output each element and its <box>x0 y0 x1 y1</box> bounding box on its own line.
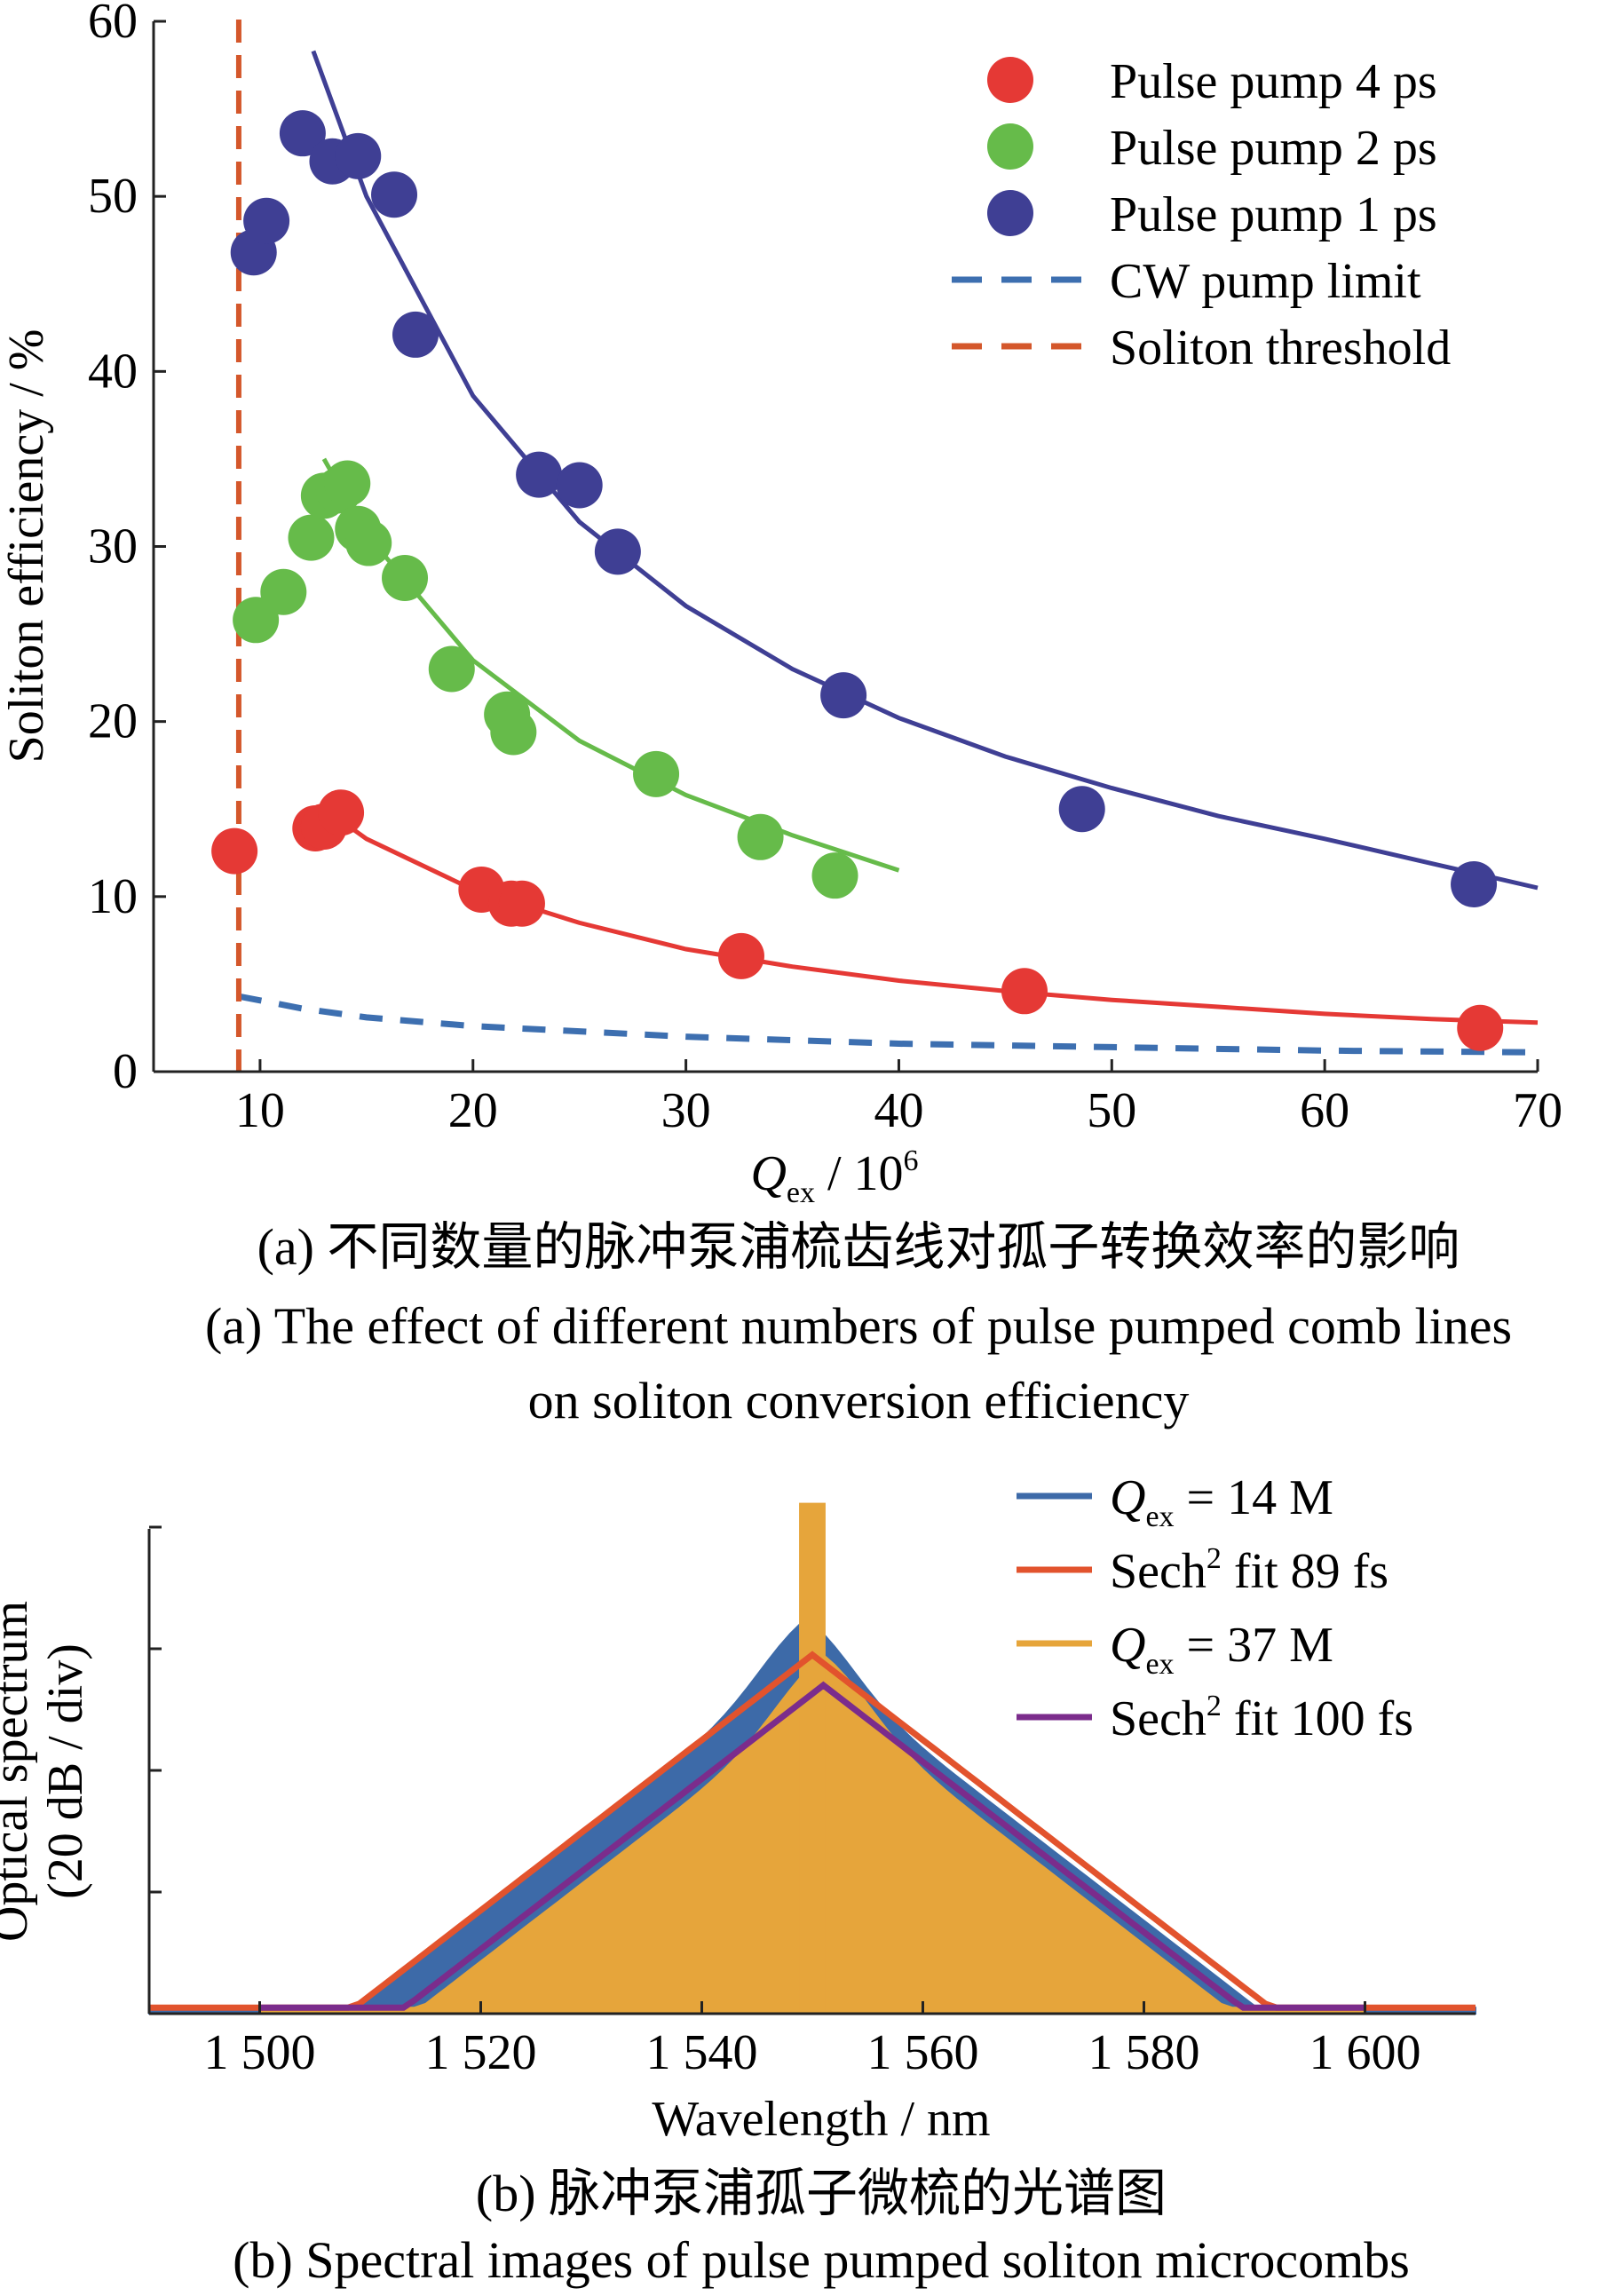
panel-a-plot-area <box>211 20 1539 1072</box>
panel-a-pulse-pump-4-ps-point-7 <box>717 932 764 979</box>
panel-a-pulse-pump-2-ps-fit-curve <box>321 457 900 873</box>
panel-a-pulse-pump-1-ps-point-5 <box>371 171 418 218</box>
legend-b-label-2: Qex = 37 M <box>1110 1618 1333 1681</box>
panel-a-pulse-pump-2-ps-point-9 <box>428 645 475 693</box>
panel-a-pulse-pump-1-ps-point-6 <box>392 311 439 358</box>
panel-a-caption-en-line1: (a) The effect of different numbers of p… <box>205 1297 1512 1355</box>
panel-b-pump-line <box>799 1502 826 2014</box>
panel-a-pulse-pump-4-ps-point-8 <box>1001 968 1048 1015</box>
panel-a-x-tick-label-30: 30 <box>661 1083 711 1138</box>
panel-a-x-axis-label: Qex / 106 <box>750 1144 918 1209</box>
panel-b-chart: 1 500 1 520 1 540 1 560 1 580 1 600 Optical s… <box>0 1470 1476 2289</box>
panel-a-pulse-pump-4-ps-point-3 <box>318 789 365 836</box>
panel-b-y-axis-label-line1: Optical spectrum <box>0 1601 38 1942</box>
legend-a-label-pulse-pump-4-ps: Pulse pump 4 ps <box>1110 54 1437 109</box>
panel-a-pulse-pump-2-ps-point-14 <box>811 852 858 899</box>
legend-a-label-cw-pump-limit: CW pump limit <box>1110 254 1421 309</box>
legend-b-label-0: Qex = 14 M <box>1110 1470 1333 1533</box>
panel-b-x-tick-label-1600: 1 600 <box>1309 2025 1421 2080</box>
panel-a-x-tick-label-10: 10 <box>235 1083 285 1138</box>
panel-a-y-tick-label-30: 30 <box>88 519 138 574</box>
panel-a-pulse-pump-4-ps-point-0 <box>211 827 258 875</box>
panel-b-caption-cn: (b) 脉冲泵浦孤子微梳的光谱图 <box>476 2165 1167 2222</box>
panel-a-legend: Pulse pump 4 ps Pulse pump 2 ps Pulse pump… <box>952 54 1451 376</box>
panel-b-fit-fit-100-fs <box>259 1681 1365 2011</box>
panel-a-ticks: 10 20 30 40 50 60 70 0 10 20 30 40 50 60 <box>88 0 1563 1138</box>
panel-a-y-tick-label-50: 50 <box>88 169 138 224</box>
panel-a-pulse-pump-2-ps-point-8 <box>382 554 429 601</box>
panel-b-y-axis-label-line2: (20 dB / div) <box>38 1643 93 1899</box>
panel-a-pulse-pump-4-ps-point-9 <box>1457 1004 1504 1051</box>
panel-b-x-tick-label-1560: 1 560 <box>867 2025 979 2080</box>
panel-b-x-tick-label-1540: 1 540 <box>646 2025 758 2080</box>
panel-a-pulse-pump-1-ps-point-1 <box>243 197 290 244</box>
panel-a-y-tick-label-40: 40 <box>88 344 138 399</box>
panel-a-pulse-pump-2-ps-point-12 <box>633 750 680 797</box>
panel-a-x-tick-label-70: 70 <box>1513 1083 1563 1138</box>
panel-b-plot-area <box>148 1502 1476 2015</box>
panel-a-y-tick-label-0: 0 <box>113 1044 138 1099</box>
legend-b-label-3: Sech2 fit 100 fs <box>1110 1690 1413 1746</box>
panel-a-pulse-pump-1-ps-point-10 <box>820 672 867 719</box>
panel-a-pulse-pump-1-ps-point-11 <box>1058 786 1105 833</box>
panel-a-pulse-pump-2-ps-point-11 <box>490 709 537 756</box>
panel-a-caption-en-line2: on soliton conversion efficiency <box>528 1372 1190 1429</box>
panel-a-pulse-pump-1-ps-point-9 <box>594 528 641 575</box>
panel-b-x-axis-label: Wavelength / nm <box>652 2092 990 2147</box>
panel-b-caption-en: (b) Spectral images of pulse pumped soli… <box>233 2231 1410 2289</box>
panel-a-pulse-pump-2-ps-point-5 <box>324 460 371 507</box>
legend-b-label-1: Sech2 fit 89 fs <box>1110 1542 1389 1599</box>
panel-a-pulse-pump-1-ps-point-7 <box>516 451 563 498</box>
panel-a-y-tick-label-60: 60 <box>88 0 138 49</box>
panel-b-x-tick-label-1500: 1 500 <box>204 2025 316 2080</box>
panel-a-pulse-pump-2-ps-point-7 <box>345 519 392 566</box>
panel-a-pulse-pump-2-ps-point-13 <box>737 813 784 860</box>
panel-b-ticks: 1 500 1 520 1 540 1 560 1 580 1 600 <box>149 1525 1421 2080</box>
panel-a-pulse-pump-1-ps-point-12 <box>1451 861 1498 908</box>
legend-a-marker-pulse-pump-1-ps <box>987 190 1033 236</box>
panel-a-pulse-pump-1-ps-point-4 <box>335 132 382 179</box>
legend-a-marker-pulse-pump-2-ps <box>987 123 1033 170</box>
panel-a-x-tick-label-40: 40 <box>874 1083 923 1138</box>
panel-a-chart: 10 20 30 40 50 60 70 0 10 20 30 40 50 60 Soliton effi… <box>0 0 1563 1429</box>
panel-a-x-tick-label-50: 50 <box>1087 1083 1136 1138</box>
panel-a-pulse-pump-1-ps-fit-curve <box>311 50 1539 891</box>
panel-a-y-tick-label-20: 20 <box>88 694 138 749</box>
panel-b-fit-fit-89-fs <box>149 1651 1476 2011</box>
panel-a-y-tick-label-10: 10 <box>88 869 138 924</box>
panel-b-x-tick-label-1520: 1 520 <box>425 2025 537 2080</box>
panel-b-legend: Qex = 14 M Sech2 fit 89 fs Qex = 37 M Sech2… <box>1017 1470 1413 1746</box>
panel-a-caption-cn: (a) 不同数量的脉冲泵浦梳齿线对孤子转换效率的影响 <box>257 1218 1460 1276</box>
panel-b-x-tick-label-1580: 1 580 <box>1088 2025 1200 2080</box>
panel-a-pulse-pump-1-ps-point-8 <box>556 462 603 509</box>
panel-a-pulse-pump-2-ps-point-1 <box>260 568 307 615</box>
legend-a-label-pulse-pump-1-ps: Pulse pump 1 ps <box>1110 187 1437 242</box>
panel-a-y-axis-label: Soliton efficiency / % <box>0 329 54 764</box>
panel-a-pulse-pump-2-ps-point-2 <box>288 514 335 561</box>
panel-a-cw-pump-limit-line <box>238 993 1539 1056</box>
panel-a-pulse-pump-4-ps-point-6 <box>498 880 545 927</box>
panel-a-x-tick-label-20: 20 <box>448 1083 498 1138</box>
panel-a-x-tick-label-60: 60 <box>1300 1083 1349 1138</box>
legend-a-marker-pulse-pump-4-ps <box>987 57 1033 103</box>
panel-a-pulse-pump-1-ps-point-2 <box>279 110 326 157</box>
legend-a-label-pulse-pump-2-ps: Pulse pump 2 ps <box>1110 121 1437 176</box>
legend-a-label-soliton-threshold: Soliton threshold <box>1110 321 1451 376</box>
